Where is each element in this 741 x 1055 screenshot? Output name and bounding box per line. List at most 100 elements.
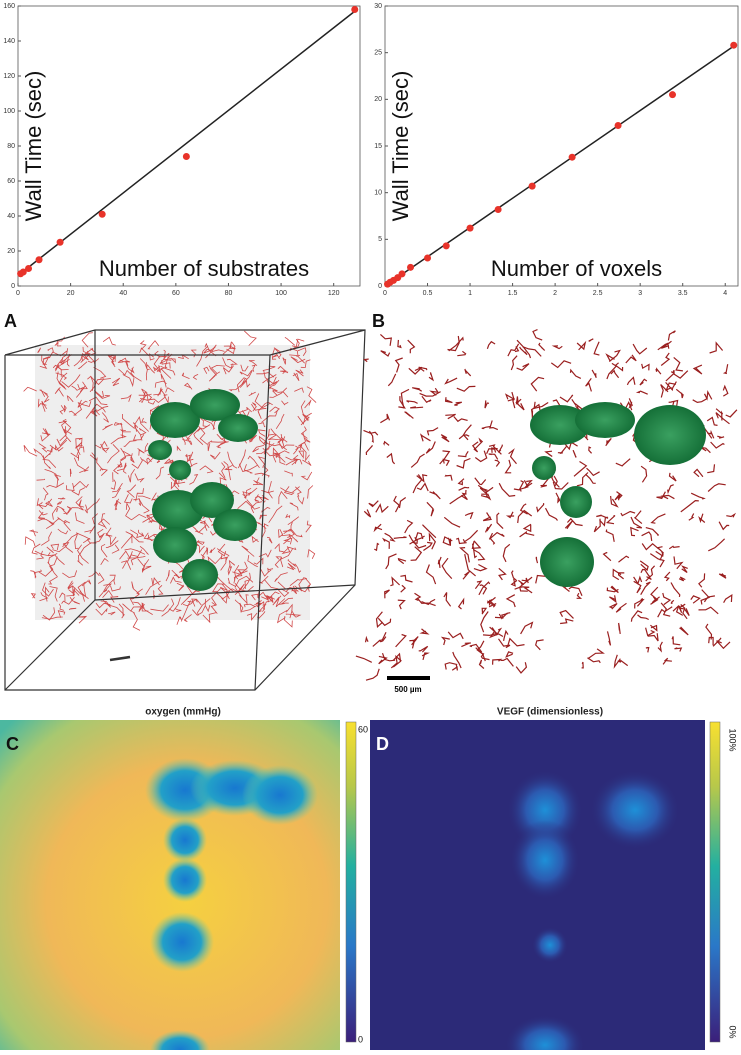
vessel (499, 483, 515, 496)
point (615, 122, 622, 129)
vessel (558, 446, 567, 453)
vessel (719, 522, 729, 530)
vessel (465, 554, 476, 576)
vessel (661, 353, 669, 366)
vessel (674, 556, 682, 568)
x-tick-label: 1 (468, 290, 472, 297)
vessel (384, 539, 390, 549)
vessel (465, 369, 471, 376)
vessel (631, 611, 642, 622)
vessel (611, 371, 619, 378)
vessel (539, 343, 545, 351)
vessel (627, 378, 635, 385)
vessel (385, 533, 394, 541)
vessel (531, 377, 544, 391)
vessel (438, 557, 441, 568)
colorbar-label: 0 (358, 1034, 363, 1044)
y-tick-label: 0 (378, 283, 382, 290)
vessel (478, 485, 487, 497)
vessel (446, 378, 458, 383)
vessel (594, 342, 599, 355)
vessel (533, 330, 542, 341)
colorbar-label: 0% (728, 1025, 738, 1038)
scale-label: 500 µm (394, 685, 421, 694)
vessel (507, 595, 515, 607)
x-tick-label: 2 (553, 290, 557, 297)
vessel (475, 439, 482, 449)
vessel (463, 530, 477, 541)
y-axis-label: Wall Time (sec) (21, 71, 46, 222)
vessel (726, 410, 737, 418)
vessel (663, 593, 670, 605)
vessel (674, 357, 683, 371)
vessel (638, 615, 649, 620)
vessel (699, 607, 719, 614)
vessel (445, 397, 452, 402)
vessel (616, 363, 623, 371)
vessel (679, 577, 685, 581)
vessel (609, 351, 619, 362)
vessel (626, 355, 636, 363)
y-tick-label: 140 (3, 38, 15, 45)
panel-title: oxygen (mmHg) (145, 707, 221, 718)
vessel (518, 580, 524, 584)
y-tick-label: 160 (3, 3, 15, 10)
vessel (640, 561, 648, 570)
vessel (461, 494, 467, 500)
point (99, 211, 106, 218)
vessel (422, 629, 428, 634)
vessel (399, 559, 407, 564)
vessel (613, 570, 621, 580)
vessel (103, 337, 116, 345)
vessel (24, 387, 37, 391)
colorbar-label: 100% (728, 728, 738, 751)
x-tick-label: 0.5 (423, 290, 433, 297)
panel-d: VEGF (dimensionless) D 100% 0% (370, 707, 738, 1050)
vessel (376, 505, 389, 513)
vessel (487, 449, 496, 454)
vessel (641, 582, 651, 595)
y-tick-label: 5 (378, 236, 382, 243)
vessel (511, 356, 517, 370)
vessel (487, 342, 495, 349)
vessel (546, 508, 558, 520)
vessel (454, 402, 461, 405)
vessel (592, 370, 596, 378)
vessel (508, 399, 515, 408)
vessel (646, 647, 649, 652)
x-tick-label: 120 (328, 290, 340, 297)
vessel (606, 438, 612, 445)
vessel (495, 460, 500, 466)
vessel (607, 516, 615, 524)
vessel (619, 623, 621, 634)
vessel (400, 576, 412, 583)
vessel (410, 407, 423, 408)
vessel (427, 502, 434, 516)
y-axis-label: Wall Time (sec) (388, 71, 413, 222)
vessel (405, 412, 414, 419)
vessel (25, 537, 35, 547)
vessel (417, 598, 436, 606)
point (407, 264, 414, 271)
vessel (409, 367, 422, 374)
vessel (635, 511, 642, 524)
x-tick-label: 0 (16, 290, 20, 297)
panel-b: B 500 µm (356, 311, 737, 694)
vessel (656, 369, 661, 374)
vessel (616, 603, 626, 612)
vessel (426, 442, 435, 454)
vessel (619, 556, 629, 562)
vessel (524, 524, 531, 531)
vessel (366, 669, 379, 680)
vessel (501, 659, 514, 667)
panel-a: A (4, 311, 365, 690)
vessel (474, 565, 486, 571)
vessel (411, 547, 422, 561)
vessel (537, 503, 544, 511)
vessel (394, 537, 407, 539)
vessel (582, 662, 584, 668)
vessel (475, 451, 486, 462)
vessel (646, 628, 655, 636)
vessel (356, 656, 372, 662)
vessel (375, 524, 382, 530)
